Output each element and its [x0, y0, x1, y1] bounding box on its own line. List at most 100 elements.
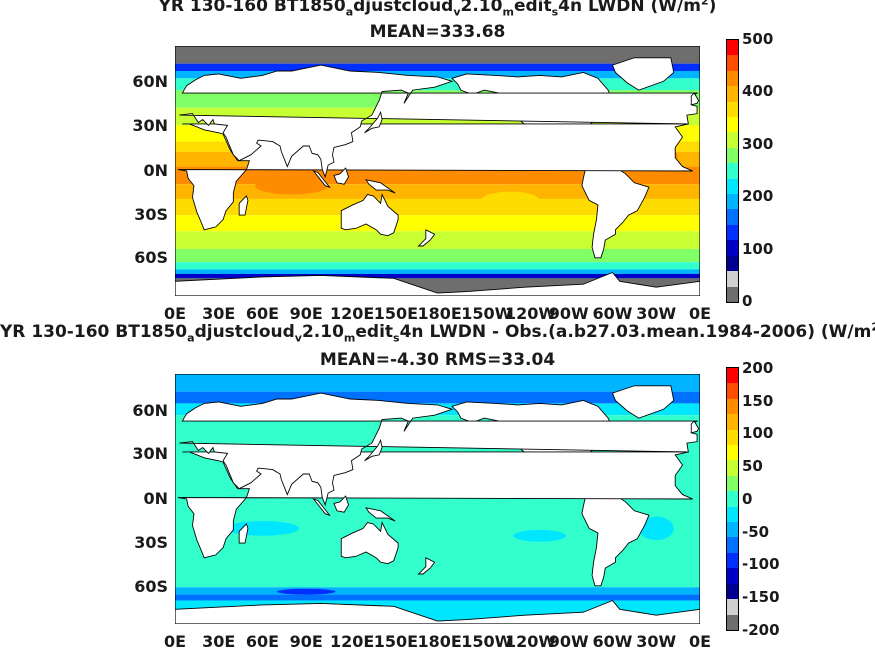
- land-madagascar: [238, 523, 249, 544]
- xtick-label: 30W: [636, 304, 677, 323]
- land-madagascar: [238, 195, 249, 216]
- land-indonesia-borneo: [333, 495, 350, 513]
- ocean-band: [175, 273, 700, 279]
- land-japan: [364, 110, 383, 134]
- cb2-label-neg200: -200: [742, 621, 780, 639]
- cb1-label-200: 200: [742, 187, 774, 205]
- land-new-guinea: [365, 179, 396, 194]
- anomaly-patch: [481, 191, 540, 210]
- colorbar-segment: [727, 132, 738, 148]
- ocean-band: [175, 71, 700, 79]
- land-antarctica: [175, 599, 700, 624]
- colorbar-segment: [727, 383, 738, 399]
- ytick-30n: 30N: [132, 444, 168, 463]
- xtick-label: 0E: [688, 304, 712, 323]
- land-indonesia-sumatra: [312, 170, 331, 189]
- ytick-0n: 0N: [143, 161, 168, 180]
- cb1-label-100: 100: [742, 240, 774, 258]
- panel1-title-line1: YR 130-160 BT1850adjustcloudv2.10medits4…: [158, 0, 717, 19]
- xtick-label: 60E: [245, 304, 280, 323]
- colorbar-segment: [727, 445, 738, 461]
- xtick-label: 180E: [417, 632, 462, 651]
- xtick-label: 30W: [636, 632, 677, 651]
- ocean-band: [175, 215, 700, 232]
- cb2-label-neg150: -150: [742, 588, 780, 606]
- land-eurasia: [179, 392, 699, 507]
- colorbar-segment: [727, 368, 738, 384]
- land-uk: [690, 92, 700, 106]
- colorbar-segment: [727, 55, 738, 71]
- cb1-label-300: 300: [742, 135, 774, 153]
- ocean-band: [175, 374, 700, 392]
- ocean-band: [175, 198, 700, 216]
- xtick-label: 60E: [245, 632, 280, 651]
- colorbar-segment: [727, 255, 738, 272]
- xtick-label: 120W: [505, 632, 557, 651]
- cb1-label-500: 500: [742, 30, 774, 48]
- land-indonesia-borneo: [333, 167, 350, 185]
- colorbar-segment: [727, 475, 738, 492]
- ytick-30n: 30N: [132, 116, 168, 135]
- colorbar-segment: [727, 163, 738, 179]
- ytick-60n: 60N: [132, 72, 168, 91]
- colorbar-segment: [727, 40, 738, 56]
- colorbar-segment: [727, 117, 738, 133]
- colorbar-segment: [727, 522, 738, 538]
- colorbar-segment: [727, 271, 738, 287]
- land-new-zealand: [417, 229, 436, 247]
- ytick-30s: 30S: [134, 533, 168, 552]
- anomaly-patch: [638, 516, 674, 541]
- anomaly-patch: [226, 521, 299, 536]
- xtick-label: 0E: [688, 632, 712, 651]
- panel1-title-line2: MEAN=333.68: [369, 22, 506, 42]
- panel1-colorbar: [726, 39, 739, 303]
- ocean-band: [175, 248, 700, 263]
- land-africa: [177, 451, 693, 559]
- colorbar-segment: [727, 537, 738, 553]
- panel2-colorbar: [726, 367, 739, 631]
- ytick-60s: 60S: [134, 248, 168, 267]
- xtick-label: 30E: [202, 304, 236, 323]
- cb2-label-neg100: -100: [742, 555, 780, 573]
- colorbar-segment: [727, 194, 738, 210]
- colorbar-segment: [727, 209, 738, 225]
- panel2-title-line1: YR 130-160 BT1850adjustcloudv2.10medits4…: [0, 321, 875, 345]
- panel2-map: [175, 374, 700, 624]
- cb2-label-100: 100: [742, 424, 774, 442]
- cb2-label-200: 200: [742, 359, 774, 377]
- colorbar-segment: [727, 614, 738, 630]
- colorbar-segment: [727, 552, 738, 569]
- ocean-band: [175, 594, 700, 601]
- xtick-label: 30E: [202, 632, 236, 651]
- anomaly-patch: [513, 529, 566, 542]
- colorbar-segment: [727, 506, 738, 523]
- xtick-label: 90E: [289, 632, 323, 651]
- cb2-label-150: 150: [742, 392, 774, 410]
- xtick-label: 0E: [163, 632, 187, 651]
- land-japan: [364, 438, 383, 462]
- colorbar-segment: [727, 599, 738, 615]
- xtick-label: 90E: [289, 304, 323, 323]
- xtick-label: 120E: [330, 632, 375, 651]
- land-africa: [177, 123, 693, 231]
- cb1-label-400: 400: [742, 82, 774, 100]
- land-greenland: [611, 57, 675, 91]
- xtick-label: 90W: [548, 632, 589, 651]
- colorbar-segment: [727, 70, 738, 87]
- land-greenland: [611, 385, 675, 419]
- ytick-60n: 60N: [132, 401, 168, 420]
- xtick-label: 120W: [505, 304, 557, 323]
- cb1-label-0: 0: [742, 292, 753, 310]
- land-new-guinea: [365, 507, 396, 522]
- cb2-label-0: 0: [742, 490, 753, 508]
- colorbar-segment: [727, 398, 738, 415]
- ocean-band: [175, 391, 700, 404]
- colorbar-segment: [727, 460, 738, 476]
- xtick-label: 150E: [373, 304, 419, 323]
- colorbar-segment: [727, 583, 738, 600]
- ytick-60s: 60S: [134, 577, 168, 596]
- ocean-band: [175, 63, 700, 71]
- cb2-label-neg50: -50: [742, 523, 770, 541]
- colorbar-segment: [727, 101, 738, 118]
- xtick-label: 120E: [330, 304, 375, 323]
